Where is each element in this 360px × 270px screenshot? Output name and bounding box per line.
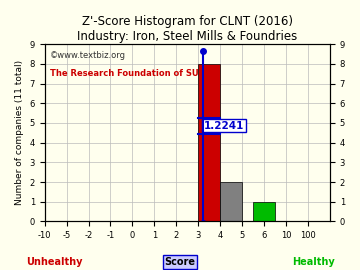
Text: 1.2241: 1.2241 xyxy=(204,121,244,131)
Text: Healthy: Healthy xyxy=(292,257,334,267)
Text: ©www.textbiz.org: ©www.textbiz.org xyxy=(50,51,126,60)
Bar xyxy=(198,64,220,221)
Bar xyxy=(220,182,242,221)
Text: Unhealthy: Unhealthy xyxy=(26,257,82,267)
Text: Score: Score xyxy=(165,257,195,267)
Title: Z'-Score Histogram for CLNT (2016)
Industry: Iron, Steel Mills & Foundries: Z'-Score Histogram for CLNT (2016) Indus… xyxy=(77,15,297,43)
Text: The Research Foundation of SUNY: The Research Foundation of SUNY xyxy=(50,69,212,78)
Y-axis label: Number of companies (11 total): Number of companies (11 total) xyxy=(15,60,24,205)
Bar xyxy=(253,202,275,221)
